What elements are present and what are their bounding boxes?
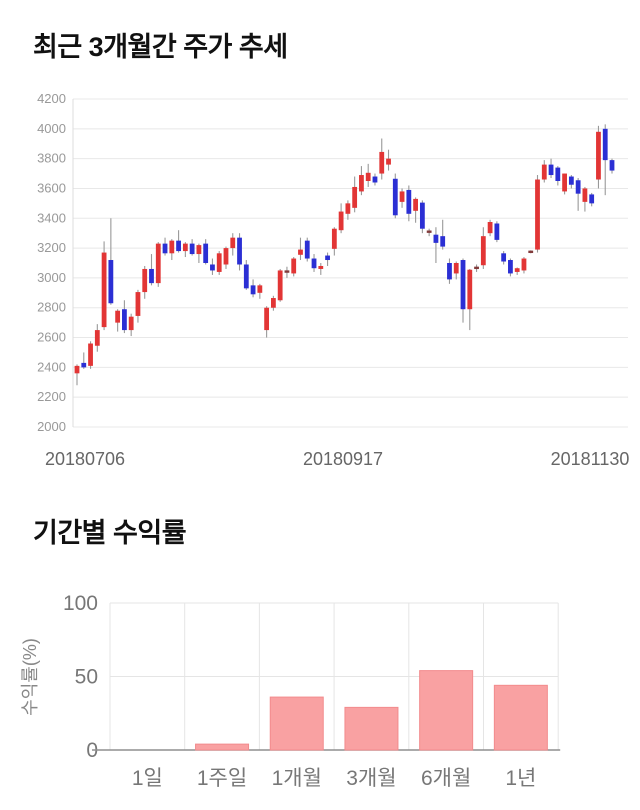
return-bar-3 <box>269 696 324 751</box>
svg-text:3400: 3400 <box>37 210 66 225</box>
svg-text:3200: 3200 <box>37 240 66 255</box>
return-bar-4 <box>344 706 399 751</box>
svg-text:4000: 4000 <box>37 121 66 136</box>
svg-text:2600: 2600 <box>37 330 66 345</box>
svg-text:2200: 2200 <box>37 389 66 404</box>
price-candlestick-chart: 4200 4000 3800 3600 3400 3200 3000 2800 2600 2400… <box>37 91 629 469</box>
return-bar-6 <box>493 684 548 751</box>
svg-text:1년: 1년 <box>505 767 536 790</box>
svg-text:20181130: 20181130 <box>551 449 630 469</box>
svg-text:2400: 2400 <box>37 359 66 374</box>
svg-text:2800: 2800 <box>37 300 66 315</box>
returns-y-axis-label: 수익률(%) <box>20 638 40 716</box>
price-chart-x-labels: 20180706 20180917 20181130 <box>45 449 629 469</box>
svg-text:20180917: 20180917 <box>303 449 383 469</box>
svg-text:20180706: 20180706 <box>45 449 125 469</box>
return-bar-5 <box>419 670 474 751</box>
svg-text:3600: 3600 <box>37 180 66 195</box>
svg-text:1주일: 1주일 <box>197 767 247 790</box>
candles <box>74 124 615 386</box>
svg-text:4200: 4200 <box>37 91 66 106</box>
svg-text:1일: 1일 <box>132 767 163 790</box>
svg-text:3800: 3800 <box>37 151 66 166</box>
svg-text:100: 100 <box>63 592 98 615</box>
svg-text:50: 50 <box>75 666 98 689</box>
svg-text:3개월: 3개월 <box>346 767 396 790</box>
svg-text:1개월: 1개월 <box>272 767 322 790</box>
return-bar-2 <box>195 743 250 751</box>
returns-bars: 1일 1주일 1개월 3개월 6개월 1년 <box>132 670 548 790</box>
period-returns-title: 기간별 수익률 <box>33 518 187 548</box>
svg-text:3000: 3000 <box>37 270 66 285</box>
svg-text:6개월: 6개월 <box>421 767 471 790</box>
price-trend-title: 최근 3개월간 주가 추세 <box>33 32 288 62</box>
svg-text:2000: 2000 <box>37 419 66 434</box>
price-chart-grid: 4200 4000 3800 3600 3400 3200 3000 2800 2600 2400… <box>37 91 628 434</box>
